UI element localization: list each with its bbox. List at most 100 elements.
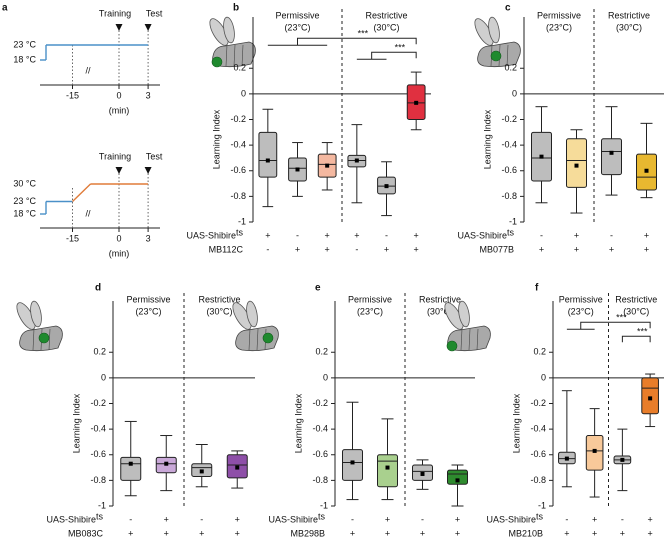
event-label: Training (99, 151, 131, 161)
genotype-mark: + (644, 244, 649, 254)
event-marker (144, 167, 152, 174)
event-label: Test (146, 8, 163, 18)
x-tick-label: 0 (116, 90, 121, 100)
group-temp: (30°C) (427, 306, 453, 316)
brain-icon (474, 16, 521, 68)
event-marker (144, 24, 152, 31)
y-tick-label: -0.4 (312, 424, 328, 434)
y-tick-label: -0.8 (530, 475, 546, 485)
y-tick-label: -1 (509, 216, 517, 226)
icon-body (235, 325, 279, 352)
genotype-mark: + (164, 514, 169, 524)
y-tick-label: 0.2 (504, 63, 517, 73)
genotype-mark: + (620, 528, 625, 538)
y-tick-label: 0.2 (233, 63, 246, 73)
sig-bracket (621, 335, 651, 343)
genotype-mark: + (647, 514, 652, 524)
y-tick-label: -1 (98, 500, 106, 510)
temp-ramp (72, 183, 91, 203)
group-label: Restrictive (365, 10, 407, 20)
y-tick-label: -0.4 (501, 140, 517, 150)
genotype-label: MB077B (479, 244, 514, 254)
genotype-mark: - (610, 230, 613, 240)
event-marker (115, 167, 123, 174)
box-mean (455, 478, 460, 483)
genotype-label: UAS-Shibire (486, 514, 536, 524)
genotype-mark: - (621, 514, 624, 524)
genotype-mark: + (350, 528, 355, 538)
box-body (601, 138, 622, 176)
temp-label: 18 °C (13, 54, 36, 64)
box-body (120, 456, 142, 481)
x-tick-label: -15 (66, 90, 79, 100)
genotype-mark: + (574, 230, 579, 240)
group-temp: (30°C) (623, 306, 649, 316)
group-label: Permissive (537, 10, 581, 20)
icon-lobe (246, 300, 258, 328)
y-tick-label: 0 (101, 372, 106, 382)
genotype-label: UAS-Shibire (457, 230, 507, 240)
genotype-mark: - (355, 244, 358, 254)
box-mean (354, 158, 359, 163)
y-tick-label: -0.8 (230, 191, 246, 201)
icon-highlight (262, 332, 274, 344)
genotype-sup: ts (536, 511, 544, 521)
box-mean (199, 469, 204, 474)
event-marker (115, 24, 123, 31)
genotype-mark: + (647, 528, 652, 538)
y-tick-label: -0.8 (312, 475, 328, 485)
genotype-sup: ts (318, 511, 326, 521)
x-axis-label: (min) (109, 105, 130, 115)
box-mean (592, 448, 597, 453)
box-body (377, 454, 398, 488)
icon-seg (506, 44, 509, 67)
icon-seg (32, 328, 35, 351)
box-mean (385, 465, 390, 470)
genotype-mark: + (164, 528, 169, 538)
y-tick-label: 0 (241, 88, 246, 98)
panel-label: a (2, 3, 8, 14)
icon-lobe (458, 300, 470, 328)
y-tick-label: -0.2 (501, 114, 517, 124)
genotype-mark: + (455, 514, 460, 524)
panel-label: c (505, 3, 511, 14)
sig-bracket (297, 37, 417, 46)
genotype-label: UAS-Shibire (46, 514, 96, 524)
icon-seg (241, 44, 244, 67)
genotype-mark: + (295, 244, 300, 254)
panel-label: e (315, 283, 321, 294)
box-mean (164, 461, 169, 466)
icon-highlight (211, 56, 223, 68)
y-tick-label: -0.2 (90, 398, 106, 408)
genotype-mark: + (128, 528, 133, 538)
genotype-mark: - (540, 230, 543, 240)
box-mean (420, 471, 425, 476)
sig-bracket (580, 321, 651, 330)
y-axis-label: Learning Index (293, 393, 303, 453)
icon-seg (476, 328, 479, 351)
box-mean (539, 154, 544, 159)
brain-icon (444, 300, 491, 352)
group-temp: (23°C) (546, 22, 572, 32)
genotype-mark: + (385, 514, 390, 524)
icon-seg (48, 328, 51, 351)
y-tick-label: -0.8 (501, 191, 517, 201)
icon-seg (233, 44, 236, 67)
genotype-mark: + (265, 230, 270, 240)
x-axis-label: (min) (109, 248, 130, 258)
brain-icon (232, 300, 279, 352)
y-axis-label: Learning Index (482, 109, 492, 169)
genotype-mark: + (325, 244, 330, 254)
group-label: Permissive (348, 294, 392, 304)
genotype-mark: + (414, 230, 419, 240)
temp-label: 18 °C (13, 208, 36, 218)
box-mean (609, 150, 614, 155)
icon-highlight (490, 50, 502, 62)
genotype-mark: + (609, 244, 614, 254)
sig-label: *** (616, 313, 627, 323)
genotype-sup: ts (507, 227, 515, 237)
genotype-mark: - (351, 514, 354, 524)
y-tick-label: -1 (538, 500, 546, 510)
group-temp: (23°C) (135, 306, 161, 316)
y-tick-label: -0.4 (530, 424, 546, 434)
